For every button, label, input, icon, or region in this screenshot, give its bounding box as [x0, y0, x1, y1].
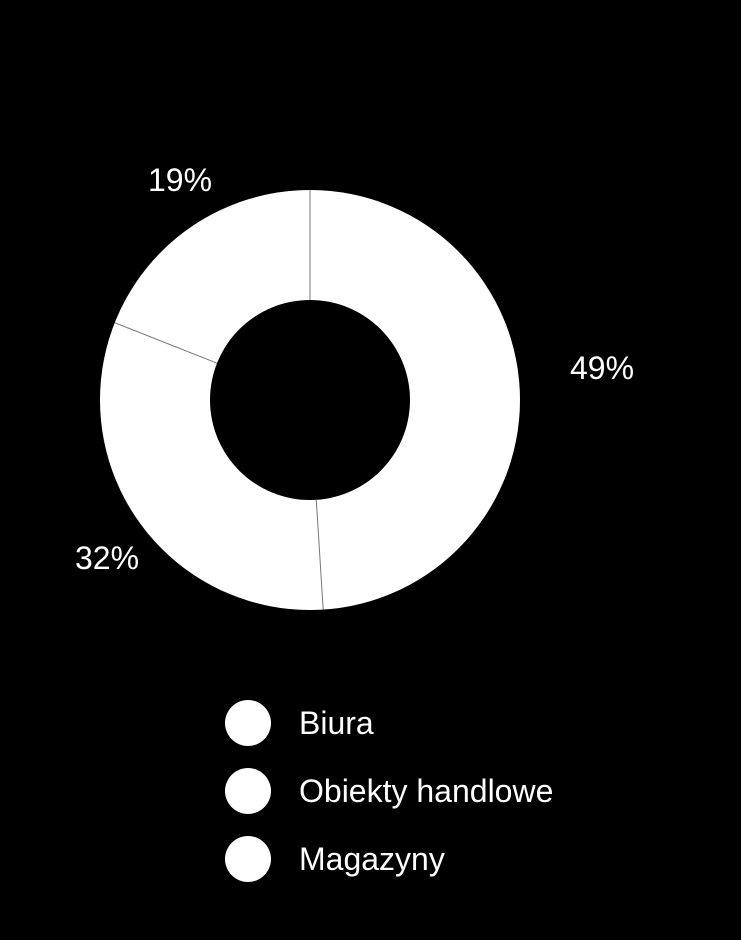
- legend-swatch-0: [225, 700, 271, 746]
- legend-swatch-1: [225, 768, 271, 814]
- legend-label-1: Obiekty handlowe: [299, 773, 553, 810]
- legend-row-0: Biura: [225, 700, 553, 746]
- slice-label-2: 19%: [148, 162, 212, 199]
- donut-chart: [100, 190, 520, 610]
- legend-row-2: Magazyny: [225, 836, 553, 882]
- legend-label-2: Magazyny: [299, 841, 445, 878]
- legend: Biura Obiekty handlowe Magazyny: [225, 700, 553, 882]
- slice-label-1: 32%: [75, 540, 139, 577]
- chart-stage: 49% 32% 19% Biura Obiekty handlowe Magaz…: [0, 0, 741, 940]
- legend-label-0: Biura: [299, 705, 374, 742]
- slice-label-0: 49%: [570, 350, 634, 387]
- donut-svg: [100, 190, 520, 610]
- legend-swatch-2: [225, 836, 271, 882]
- legend-row-1: Obiekty handlowe: [225, 768, 553, 814]
